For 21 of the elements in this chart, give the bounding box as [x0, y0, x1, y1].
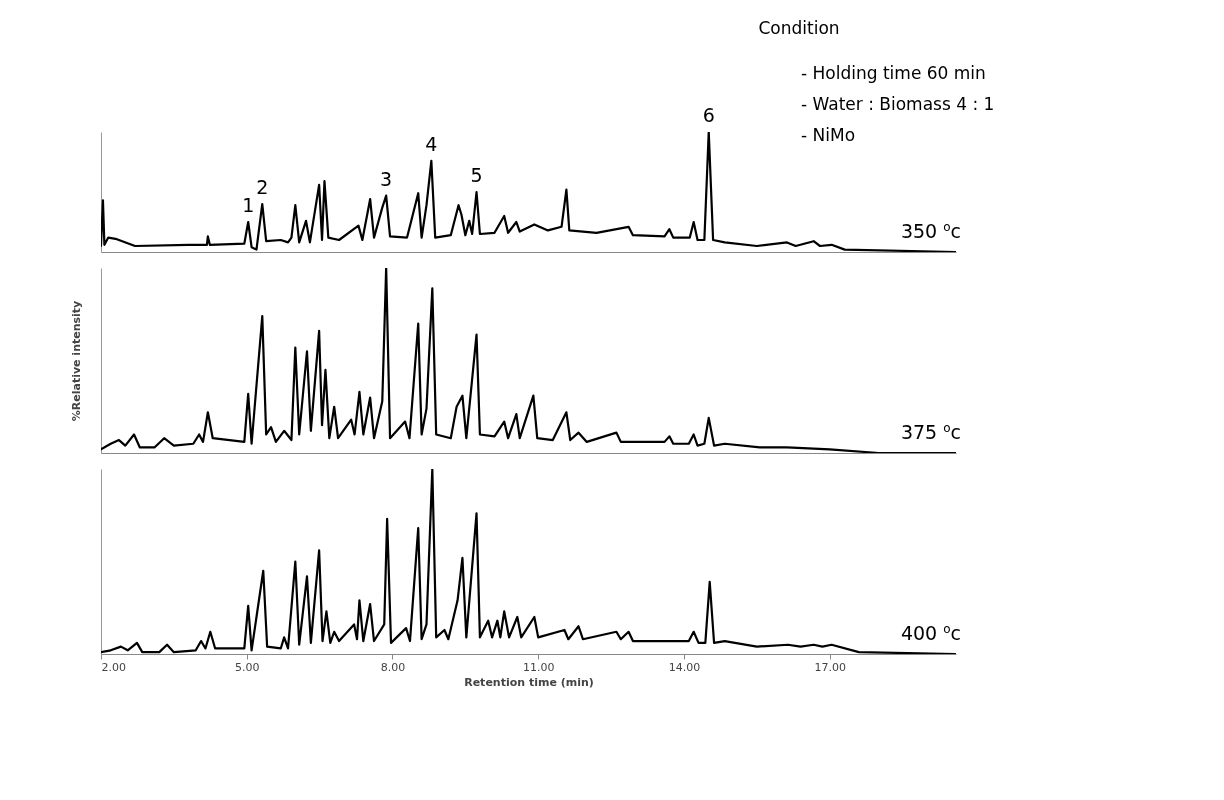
text: - Water : Biomass 4 : 1 — [801, 94, 995, 114]
x-tick-label: 11.00 — [522, 660, 555, 674]
annotation: - NiMo — [801, 125, 856, 145]
annotation: 350 $^{o}$c — [900, 220, 961, 242]
annotation: 375 $^{o}$c — [900, 421, 961, 443]
x-axis-title: Retention time (min) — [464, 675, 594, 689]
annotation: 1 — [242, 194, 255, 216]
annotation: 6 — [702, 104, 715, 126]
annotation: 400 $^{o}$c — [900, 622, 961, 644]
annotation: 4 — [425, 132, 438, 155]
x-tick-label: 14.00 — [668, 660, 701, 674]
y-axis-title: %Relative intensity — [69, 300, 83, 422]
x-tick-label: 5.00 — [234, 660, 260, 674]
x-tick-label: 17.00 — [814, 660, 846, 674]
x-tick-label: 2.00 — [101, 660, 126, 674]
text: Condition — [758, 18, 840, 38]
text: - Holding time 60 min — [801, 63, 986, 83]
annotation: 2 — [256, 176, 269, 198]
x-tick-label: 8.00 — [380, 660, 406, 674]
annotation: 5 — [470, 164, 483, 186]
annotation: 3 — [380, 167, 393, 190]
